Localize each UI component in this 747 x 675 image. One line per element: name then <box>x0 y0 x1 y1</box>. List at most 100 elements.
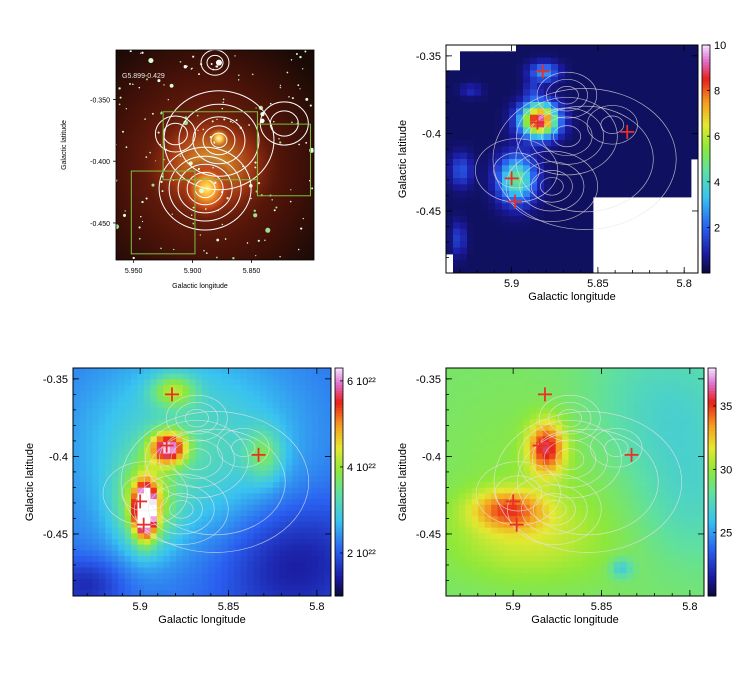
map-pixel <box>581 527 589 534</box>
map-pixel <box>581 510 589 517</box>
map-pixel <box>579 203 587 211</box>
map-pixel <box>575 533 582 540</box>
map-pixel <box>678 573 686 580</box>
map-pixel <box>639 402 647 409</box>
map-pixel <box>530 114 538 122</box>
map-pixel <box>234 447 242 454</box>
map-pixel <box>635 184 643 192</box>
map-pixel <box>240 556 248 563</box>
map-pixel <box>491 578 498 585</box>
map-pixel <box>607 373 615 380</box>
map-pixel <box>208 578 216 585</box>
map-pixel <box>551 146 559 154</box>
map-pixel <box>118 385 125 392</box>
map-pixel <box>671 499 679 506</box>
map-pixel <box>253 396 261 403</box>
map-pixel <box>465 539 473 546</box>
map-pixel <box>137 379 145 386</box>
colorbar-segment <box>335 433 343 437</box>
map-pixel <box>481 108 489 116</box>
map-pixel <box>227 470 235 477</box>
map-pixel <box>562 470 569 477</box>
map-pixel <box>202 504 209 511</box>
map-pixel <box>523 178 531 185</box>
map-pixel <box>92 533 100 540</box>
map-pixel <box>562 539 569 546</box>
map-pixel <box>678 539 686 546</box>
map-pixel <box>311 430 319 437</box>
map-pixel <box>234 493 242 500</box>
map-pixel <box>516 373 524 380</box>
map-pixel <box>656 146 664 154</box>
map-pixel <box>478 379 486 386</box>
map-pixel <box>260 379 267 386</box>
map-pixel <box>266 590 274 596</box>
map-pixel <box>471 550 479 557</box>
map-pixel <box>656 95 664 103</box>
map-pixel <box>549 368 557 375</box>
map-pixel <box>453 121 461 128</box>
map-pixel <box>626 442 634 449</box>
map-pixel <box>292 504 300 511</box>
map-pixel <box>446 209 454 217</box>
map-pixel <box>607 190 615 198</box>
colorbar-segment <box>708 558 716 563</box>
map-pixel <box>221 499 229 506</box>
map-pixel <box>176 539 184 546</box>
map-pixel <box>549 447 557 454</box>
map-pixel <box>221 510 229 517</box>
map-pixel <box>633 521 640 528</box>
map-pixel <box>558 89 566 97</box>
map-pixel <box>516 425 524 432</box>
map-pixel <box>581 476 589 483</box>
map-pixel <box>529 453 537 460</box>
map-pixel <box>156 567 164 574</box>
map-pixel <box>586 197 594 204</box>
map-pixel <box>565 197 573 204</box>
map-pixel <box>92 453 100 460</box>
map-pixel <box>240 578 248 585</box>
star <box>223 118 226 121</box>
map-pixel <box>156 368 164 375</box>
map-pixel <box>169 567 177 574</box>
map-pixel <box>460 121 468 128</box>
contour-overlay <box>475 394 683 553</box>
map-pixel <box>247 436 254 443</box>
map-pixel <box>633 573 640 580</box>
map-pixel <box>137 402 145 409</box>
map-pixel <box>658 447 666 454</box>
map-pixel <box>452 419 460 426</box>
analysis-box <box>130 170 196 255</box>
map-pixel <box>446 121 454 128</box>
map-pixel <box>572 247 580 255</box>
map-pixel <box>105 499 113 506</box>
map-pixel <box>620 419 627 426</box>
map-pixel <box>684 544 692 551</box>
map-pixel <box>607 159 615 166</box>
star <box>289 200 292 203</box>
map-pixel <box>92 368 100 375</box>
map-pixel <box>639 499 647 506</box>
map-pixel <box>488 247 496 255</box>
map-pixel <box>639 442 647 449</box>
map-pixel <box>272 442 280 449</box>
map-pixel <box>118 539 125 546</box>
map-pixel <box>537 171 545 179</box>
map-pixel <box>568 567 576 574</box>
map-pixel <box>471 453 479 460</box>
map-pixel <box>642 83 650 90</box>
map-pixel <box>530 222 538 230</box>
map-pixel <box>510 527 518 534</box>
map-pixel <box>593 121 601 128</box>
map-pixel <box>544 64 552 71</box>
map-pixel <box>453 127 461 135</box>
map-pixel <box>208 425 216 432</box>
map-pixel <box>510 459 518 466</box>
map-pixel <box>124 402 132 409</box>
map-pixel <box>658 584 666 591</box>
map-pixel <box>537 51 545 59</box>
map-pixel <box>478 516 486 523</box>
map-pixel <box>111 590 119 596</box>
map-pixel <box>446 390 453 397</box>
